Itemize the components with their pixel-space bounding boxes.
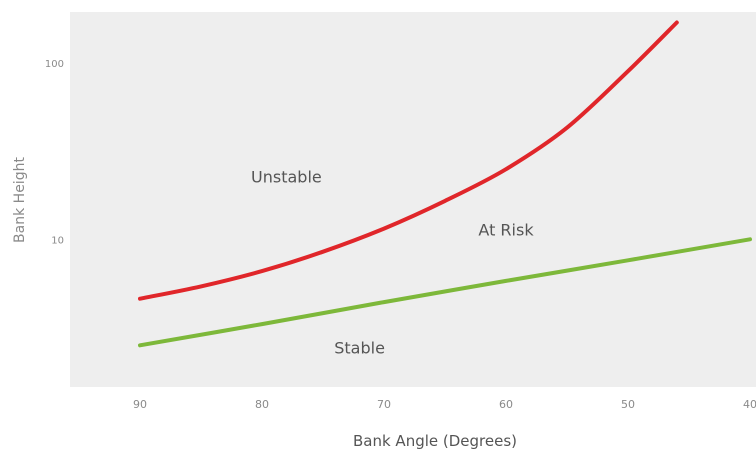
x-tick-label: 90 bbox=[133, 398, 147, 411]
region-label-unstable: Unstable bbox=[251, 167, 322, 186]
x-tick-label: 80 bbox=[255, 398, 269, 411]
x-tick-label: 40 bbox=[743, 398, 756, 411]
region-label-at-risk: At Risk bbox=[478, 221, 534, 240]
region-label-stable: Stable bbox=[334, 338, 385, 357]
y-axis-label: Bank Height bbox=[12, 157, 28, 243]
x-tick-label: 70 bbox=[377, 398, 391, 411]
x-tick-label: 50 bbox=[621, 398, 635, 411]
series-line-2 bbox=[138, 237, 752, 348]
y-tick-label: 10 bbox=[51, 235, 64, 246]
plot-area bbox=[70, 12, 756, 387]
y-tick-label: 100 bbox=[45, 59, 64, 70]
x-tick-label: 60 bbox=[499, 398, 513, 411]
x-axis-label: Bank Angle (Degrees) bbox=[353, 432, 517, 450]
series-line-1 bbox=[138, 20, 679, 301]
